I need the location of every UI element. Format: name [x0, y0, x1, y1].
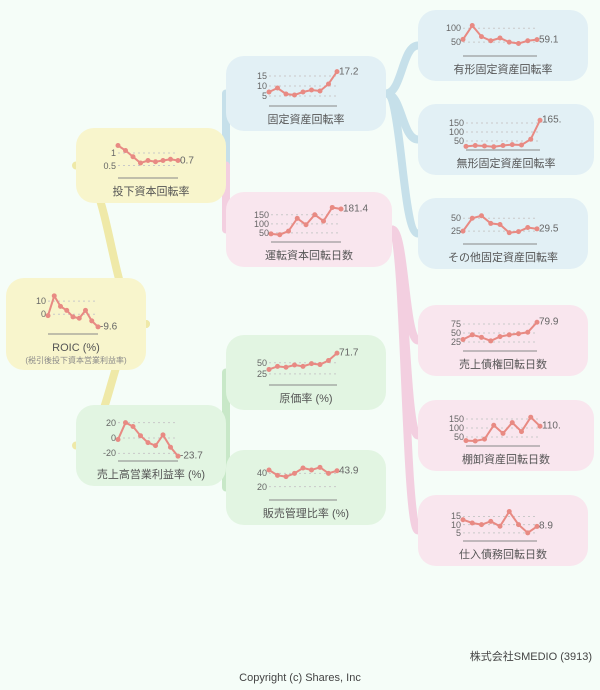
ytick: 100 [254, 219, 269, 229]
end-value: 59.1 [539, 34, 558, 45]
ytick: 25 [257, 369, 267, 379]
node-op_margin: -20 0 20 -23.7 売上高営業利益率 (%) [76, 405, 226, 486]
sparkline-cost_ratio: 2550 71.7 [247, 341, 365, 391]
node-intangible_turnover: 50100150 165. 無形固定資産回転率 [418, 104, 594, 175]
ytick: 50 [454, 136, 464, 146]
node-title: 売上高営業利益率 (%) [84, 469, 218, 482]
node-roic: 0 10 -9.6 ROIC (%)(税引後投下資本営業利益率) [6, 278, 146, 370]
end-value: 71.7 [339, 348, 358, 359]
end-value: 110. [542, 421, 561, 432]
ytick: 5 [262, 91, 267, 101]
ytick: 1 [111, 148, 116, 158]
end-value: -9.6 [100, 321, 117, 332]
sparkline-wc_days: 50100150 181.4 [249, 198, 369, 248]
ytick: 20 [257, 482, 267, 492]
ytick: 0 [41, 309, 46, 319]
node-fixed_asset_turnover: 51015 17.2 固定資産回転率 [226, 56, 386, 131]
ytick: 10 [36, 296, 46, 306]
sparkline-sga_ratio: 20 40 43.9 [247, 456, 365, 506]
ytick: 0.5 [103, 161, 116, 171]
node-title: 無形固定資産回転率 [426, 158, 586, 171]
end-value: 43.9 [339, 465, 358, 476]
end-value: 181.4 [343, 204, 368, 215]
ytick: 150 [449, 118, 464, 128]
node-wc_days: 50100150 181.4 運転資本回転日数 [226, 192, 392, 267]
ytick: 50 [454, 432, 464, 442]
end-value: 29.5 [539, 223, 558, 234]
ytick: 150 [254, 210, 269, 220]
ytick: 25 [451, 226, 461, 236]
sparkline-fixed_asset_turnover: 51015 17.2 [247, 62, 365, 112]
ytick: 50 [259, 228, 269, 238]
node-inventory_days: 50100150 110. 棚卸資産回転日数 [418, 400, 594, 471]
ytick: 50 [451, 213, 461, 223]
ytick: 50 [257, 358, 267, 368]
node-tangible_turnover: 50 100 59.1 有形固定資産回転率 [418, 10, 588, 81]
sparkline-intangible_turnover: 50100150 165. [444, 110, 568, 156]
node-title: 仕入債務回転日数 [426, 549, 580, 562]
sparkline-inventory_days: 50100150 110. [444, 406, 568, 452]
node-sga_ratio: 20 40 43.9 販売管理比率 (%) [226, 450, 386, 525]
ytick: 100 [449, 423, 464, 433]
end-value: 17.2 [339, 66, 358, 77]
node-payable_days: 510158.9仕入債務回転日数 [418, 495, 588, 566]
end-value: 165. [542, 115, 561, 126]
ytick: 100 [449, 127, 464, 137]
ytick: 150 [449, 414, 464, 424]
node-title: 有形固定資産回転率 [426, 64, 580, 77]
node-title: その他固定資産回転率 [426, 252, 580, 265]
sparkline-roic: 0 10 -9.6 [26, 284, 126, 340]
ytick: 15 [451, 511, 461, 521]
ytick: 50 [451, 328, 461, 338]
ytick: 0 [111, 433, 116, 443]
end-value: -23.7 [180, 451, 203, 462]
node-other_fixed_turnover: 25 50 29.5 その他固定資産回転率 [418, 198, 588, 269]
sparkline-invested_turnover: 0.5 1 0.7 [96, 134, 206, 184]
footer-copyright: Copyright (c) Shares, Inc [0, 672, 600, 684]
ytick: 75 [451, 319, 461, 329]
node-title: 固定資産回転率 [234, 114, 378, 127]
sparkline-receivable_days: 255075 79.9 [441, 311, 565, 357]
sparkline-tangible_turnover: 50 100 59.1 [441, 16, 565, 62]
node-title: ROIC (%) [14, 342, 138, 355]
footer-company: 株式会社SMEDIO (3913) [470, 648, 592, 664]
ytick: 20 [106, 418, 116, 428]
node-invested_turnover: 0.5 1 0.7 投下資本回転率 [76, 128, 226, 203]
node-title: 棚卸資産回転日数 [426, 454, 586, 467]
node-receivable_days: 255075 79.9 売上債権回転日数 [418, 305, 588, 376]
node-title: 売上債権回転日数 [426, 359, 580, 372]
node-title: 運転資本回転日数 [234, 250, 384, 263]
node-title: 原価率 (%) [234, 393, 378, 406]
node-subtitle: (税引後投下資本営業利益率) [14, 355, 138, 366]
ytick: 40 [257, 468, 267, 478]
end-value: 8.9 [539, 521, 553, 532]
sparkline-payable_days: 510158.9 [441, 501, 565, 547]
ytick: 25 [451, 337, 461, 347]
sparkline-other_fixed_turnover: 25 50 29.5 [441, 204, 565, 250]
ytick: 10 [257, 81, 267, 91]
ytick: 15 [257, 71, 267, 81]
ytick: 100 [446, 23, 461, 33]
node-title: 販売管理比率 (%) [234, 508, 378, 521]
sparkline-op_margin: -20 0 20 -23.7 [96, 411, 206, 467]
ytick: 50 [451, 37, 461, 47]
ytick: -20 [103, 448, 116, 458]
node-title: 投下資本回転率 [84, 186, 218, 199]
node-cost_ratio: 2550 71.7 原価率 (%) [226, 335, 386, 410]
end-value: 79.9 [539, 317, 558, 328]
end-value: 0.7 [180, 155, 194, 166]
